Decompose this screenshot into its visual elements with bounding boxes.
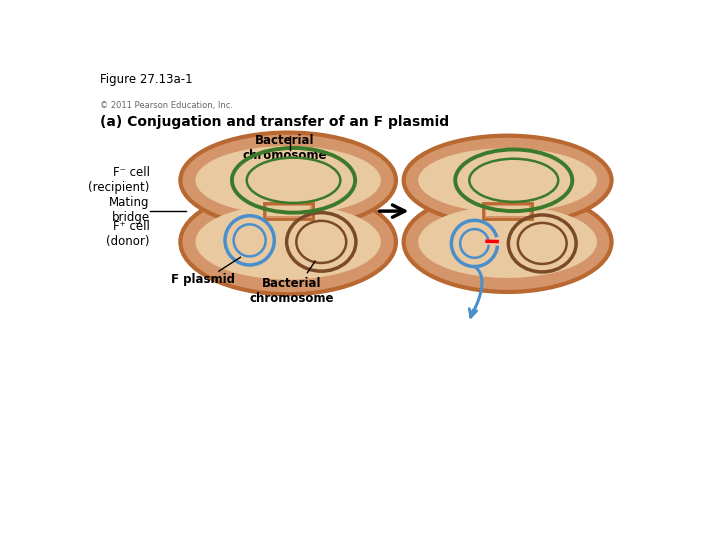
Ellipse shape (418, 148, 597, 212)
Ellipse shape (418, 206, 597, 278)
FancyBboxPatch shape (266, 206, 310, 215)
Text: F⁺ cell
(donor): F⁺ cell (donor) (106, 220, 150, 248)
FancyBboxPatch shape (264, 204, 312, 219)
Text: Bacterial
chromosome: Bacterial chromosome (250, 276, 334, 305)
FancyBboxPatch shape (486, 206, 529, 215)
Text: Mating
bridge: Mating bridge (109, 195, 150, 224)
Text: Figure 27.13a-1: Figure 27.13a-1 (99, 72, 192, 85)
FancyBboxPatch shape (483, 204, 532, 219)
Text: Bacterial
chromosome: Bacterial chromosome (242, 134, 327, 162)
Text: F⁻ cell
(recipient): F⁻ cell (recipient) (88, 166, 150, 194)
Ellipse shape (195, 204, 381, 280)
Ellipse shape (404, 136, 611, 225)
Text: © 2011 Pearson Education, Inc.: © 2011 Pearson Education, Inc. (99, 101, 233, 110)
Ellipse shape (180, 190, 396, 294)
Ellipse shape (195, 146, 381, 215)
Ellipse shape (404, 192, 611, 292)
Text: F plasmid: F plasmid (171, 273, 235, 286)
Ellipse shape (180, 132, 396, 228)
Text: (a) Conjugation and transfer of an F plasmid: (a) Conjugation and transfer of an F pla… (99, 115, 449, 129)
